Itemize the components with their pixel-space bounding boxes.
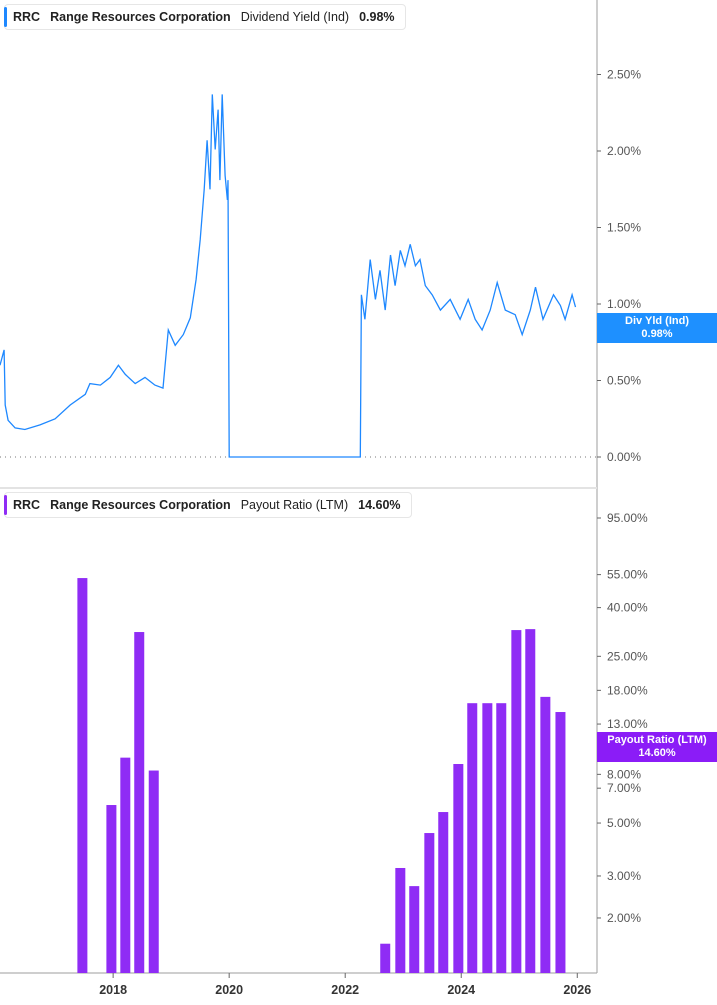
x-tick-label: 2018: [99, 983, 127, 997]
badge-label: Div Yld (Ind): [625, 315, 689, 327]
payout-bar: [511, 630, 522, 973]
current-value-badge-dividend: Div Yld (Ind) 0.98%: [597, 313, 717, 343]
y-tick-label: 7.00%: [607, 781, 641, 795]
payout-bar: [148, 770, 159, 973]
payout-bar: [106, 805, 117, 973]
payout-bar: [555, 712, 566, 973]
y-tick-label: 18.00%: [607, 683, 648, 697]
payout-bar: [424, 833, 435, 973]
bottom-legend: RRC Range Resources Corporation Payout R…: [4, 492, 412, 518]
legend-value: 0.98%: [359, 10, 395, 24]
x-tick-label: 2020: [215, 983, 243, 997]
payout-bar: [395, 867, 406, 973]
y-tick-label: 3.00%: [607, 869, 641, 883]
legend-value: 14.60%: [358, 498, 401, 512]
y-tick-label: 13.00%: [607, 717, 648, 731]
payout-bar: [525, 629, 536, 973]
badge-value: 14.60%: [638, 747, 676, 759]
payout-bar: [134, 632, 145, 973]
y-tick-label: 40.00%: [607, 601, 648, 615]
current-value-badge-payout: Payout Ratio (LTM) 14.60%: [597, 732, 717, 762]
payout-bar: [496, 703, 507, 973]
dividend-yield-line: [0, 94, 577, 458]
series-color-marker: [4, 7, 7, 27]
payout-bar: [438, 812, 449, 973]
x-tick-label: 2024: [447, 983, 475, 997]
y-tick-label: 1.50%: [607, 221, 641, 235]
payout-bar: [467, 703, 478, 973]
legend-ticker: RRC: [13, 10, 41, 24]
legend-company: Range Resources Corporation: [50, 10, 231, 24]
y-tick-label: 1.00%: [607, 297, 641, 311]
legend-company: Range Resources Corporation: [50, 498, 231, 512]
legend-metric: Payout Ratio (LTM): [240, 498, 349, 512]
payout-bar: [120, 757, 131, 973]
y-tick-label: 55.00%: [607, 568, 648, 582]
badge-label: Payout Ratio (LTM): [607, 734, 707, 746]
x-tick-label: 2026: [563, 983, 591, 997]
payout-bar: [482, 703, 493, 973]
top-legend: RRC Range Resources Corporation Dividend…: [4, 4, 406, 30]
y-tick-label: 2.00%: [607, 911, 641, 925]
y-tick-label: 0.00%: [607, 450, 641, 464]
y-tick-label: 95.00%: [607, 511, 648, 525]
y-tick-label: 8.00%: [607, 767, 641, 781]
payout-bar: [453, 764, 464, 973]
series-color-marker: [4, 495, 7, 515]
payout-bar: [409, 886, 420, 973]
legend-ticker: RRC: [13, 498, 41, 512]
payout-bar: [540, 696, 551, 973]
y-tick-label: 2.00%: [607, 144, 641, 158]
payout-bar: [77, 578, 88, 973]
y-tick-label: 2.50%: [607, 68, 641, 82]
y-tick-label: 0.50%: [607, 374, 641, 388]
badge-value: 0.98%: [641, 328, 673, 340]
x-tick-label: 2022: [331, 983, 359, 997]
y-tick-label: 25.00%: [607, 649, 648, 663]
y-tick-label: 5.00%: [607, 816, 641, 830]
legend-metric: Dividend Yield (Ind): [240, 10, 350, 24]
payout-bar: [380, 943, 391, 973]
